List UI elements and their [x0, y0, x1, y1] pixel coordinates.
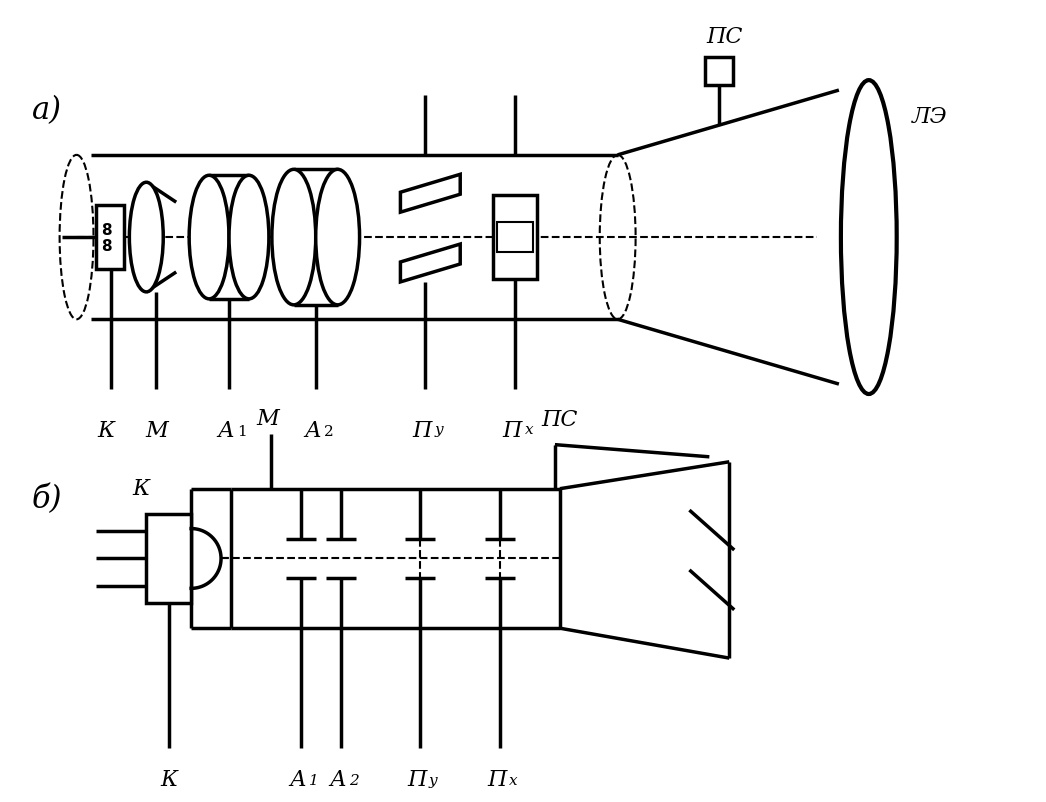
- Bar: [146, 514, 191, 604]
- Text: у: у: [429, 773, 437, 787]
- Text: х: х: [525, 423, 533, 436]
- Text: ПС: ПС: [542, 408, 578, 430]
- Text: П: П: [502, 419, 522, 441]
- Text: А: А: [329, 768, 346, 790]
- Text: 2: 2: [348, 773, 359, 787]
- Text: П: П: [487, 768, 506, 790]
- Ellipse shape: [272, 170, 316, 306]
- Text: б): б): [31, 484, 62, 515]
- Text: а): а): [31, 95, 62, 127]
- Polygon shape: [401, 245, 460, 282]
- Text: К: К: [133, 477, 150, 499]
- Text: К: К: [98, 419, 115, 441]
- Text: М: М: [145, 419, 167, 441]
- Bar: [497, 223, 533, 253]
- Ellipse shape: [316, 170, 360, 306]
- Text: 8: 8: [100, 238, 112, 253]
- Text: А: А: [304, 419, 321, 441]
- Ellipse shape: [130, 183, 163, 293]
- Text: у: у: [435, 423, 444, 436]
- Ellipse shape: [189, 176, 229, 299]
- Text: 1: 1: [237, 424, 247, 439]
- Polygon shape: [401, 175, 460, 213]
- Bar: [705, 59, 733, 86]
- Text: М: М: [256, 407, 279, 429]
- Text: 1: 1: [309, 773, 319, 787]
- Ellipse shape: [841, 81, 896, 395]
- Text: К: К: [160, 768, 178, 790]
- Text: 8: 8: [100, 222, 112, 237]
- Text: А: А: [290, 768, 306, 790]
- Text: ЛЭ: ЛЭ: [912, 106, 948, 128]
- Text: х: х: [508, 773, 518, 787]
- Ellipse shape: [229, 176, 269, 299]
- Text: П: П: [408, 768, 427, 790]
- Bar: [96, 205, 124, 270]
- Text: А: А: [218, 419, 234, 441]
- Text: ПС: ПС: [706, 26, 743, 48]
- Bar: [493, 196, 538, 280]
- Text: 2: 2: [324, 424, 334, 439]
- Text: П: П: [413, 419, 432, 441]
